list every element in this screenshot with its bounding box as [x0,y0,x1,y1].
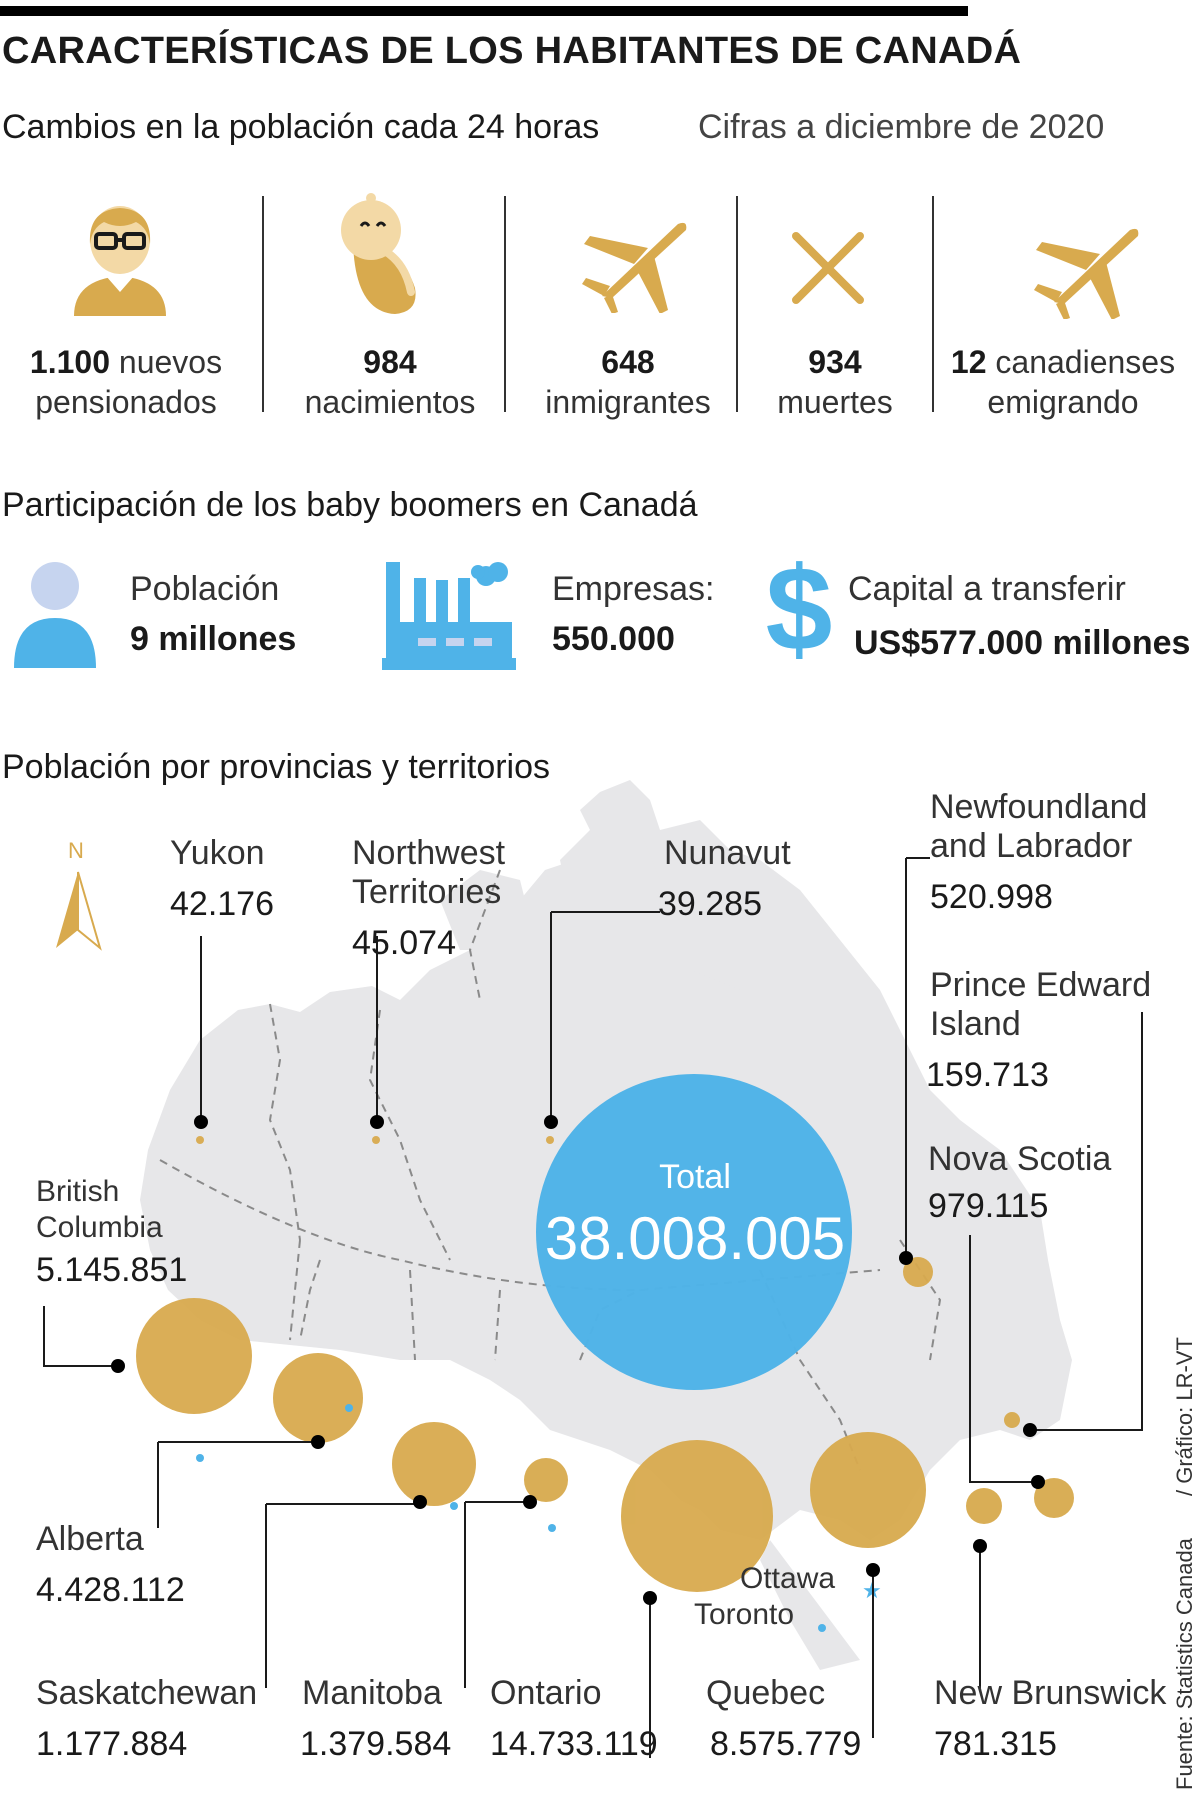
bubble-bc [136,1298,252,1414]
page-title: CARACTERÍSTICAS DE LOS HABITANTES DE CAN… [2,30,1022,72]
label-manitoba: Manitoba 1.379.584 [300,1674,452,1763]
bubble-nwt [372,1136,380,1144]
bubble-ns [1034,1478,1074,1518]
label-ns: Nova Scotia 979.115 [928,1140,1112,1225]
label-nunavut: Nunavut 39.285 [658,834,791,923]
label-nb: New Brunswick 781.315 [934,1674,1167,1763]
stat-deaths: 934 muertes [777,344,893,420]
bubble-pei [1004,1412,1020,1428]
baby-icon [341,193,416,314]
stat-births: 984 nacimientos [304,344,476,420]
arctic-island [560,820,660,930]
dollar-icon: $ [766,550,832,666]
total-value: 38.008.005 [544,1205,846,1272]
capital-label: Capital a transferir [848,570,1126,608]
label-yukon: Yukon 42.176 [170,834,274,923]
bubble-quebec [810,1432,926,1548]
divider [932,196,934,412]
bubble-nunavut [546,1136,554,1144]
changes-heading: Cambios en la población cada 24 horas [2,108,600,146]
provinces-heading: Población por provincias y territorios [2,748,551,786]
stat-immigrants: 648 inmigrantes [545,344,711,420]
boomers-heading: Participación de los baby boomers en Can… [2,486,698,524]
label-toronto: Toronto [694,1598,795,1631]
stat-emigrants: 12 canadienses emigrando [950,344,1176,420]
bubble-nb [966,1488,1002,1524]
southern-tail [760,1540,860,1670]
label-ontario: Ontario 14.733.119 [490,1674,658,1763]
label-ottawa: Ottawa [740,1562,836,1595]
elderly-person-icon [74,206,166,316]
label-saskatchewan: Saskatchewan 1.177.884 [36,1674,258,1763]
stat-pensioners: 1.100 nuevos pensionados [29,344,223,420]
bubble-alberta [273,1353,363,1443]
bubble-saskatchewan [392,1422,476,1506]
arctic-island [660,880,780,990]
label-nl: Newfoundland and Labrador 520.998 [930,788,1148,916]
cross-icon [792,232,864,304]
svg-text:$: $ [766,550,832,666]
total-bubble [536,1074,852,1390]
divider [262,196,264,412]
emigrant-airplane-icon [1034,228,1139,319]
label-bc: British Columbia 5.145.851 [36,1175,188,1289]
total-label: Total [659,1158,731,1196]
label-nwt: Northwest Territories 45.074 [352,834,506,962]
credit-note: / Gráfico: LR-VT [1172,1337,1197,1496]
north-arrow-icon [56,871,102,951]
bubble-nl [903,1257,933,1287]
capital-value: US$577.000 millones [854,624,1191,662]
population-label: Población [130,570,280,608]
svg-text:★: ★ [862,1579,882,1604]
companies-value: 550.000 [552,620,675,658]
person-icon [14,562,96,668]
label-pei: Prince Edward Island 159.713 [926,966,1152,1094]
companies-label: Empresas: [552,570,715,608]
airplane-icon [582,222,687,313]
population-value: 9 millones [130,620,297,658]
bubble-yukon [196,1136,204,1144]
bubble-ontario [621,1440,773,1592]
top-rule [0,6,968,16]
date-note: Cifras a diciembre de 2020 [698,108,1105,146]
divider [736,196,738,412]
divider [504,196,506,412]
factory-icon [382,562,516,670]
label-quebec: Quebec 8.575.779 [706,1674,862,1763]
bubble-manitoba [524,1458,568,1502]
label-alberta: Alberta 4.428.112 [36,1520,185,1609]
source-note: Fuente: Statistics Canada [1172,1538,1197,1790]
north-label: N [68,838,84,863]
